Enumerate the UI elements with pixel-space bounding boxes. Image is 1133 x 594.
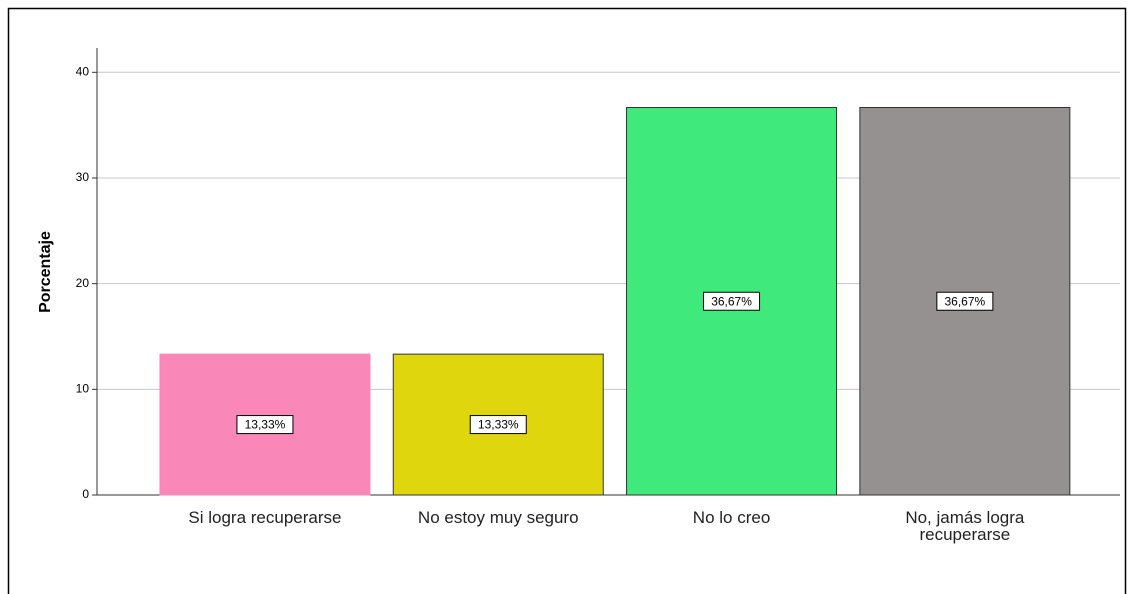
y-tick-label: 30 — [76, 170, 90, 184]
x-tick-label: No, jamás logra recuperarse — [905, 508, 1025, 544]
y-tick-label: 0 — [82, 487, 89, 501]
y-tick-label: 40 — [76, 64, 90, 78]
value-label: 36,67% — [711, 294, 752, 308]
x-tick-label: No lo creo — [692, 508, 771, 527]
y-axis-label: Porcentaje — [37, 231, 54, 313]
y-tick-label: 10 — [76, 381, 90, 395]
y-tick-label: 20 — [76, 276, 90, 290]
x-tick-label: Si logra recuperarse — [188, 508, 342, 527]
value-label-box — [703, 291, 761, 311]
value-label-box — [469, 415, 527, 435]
value-label-box — [236, 415, 294, 435]
x-tick-label: No estoy muy seguro — [417, 508, 579, 527]
frame — [7, 7, 1127, 594]
value-label-box — [936, 291, 994, 311]
value-label: 13,33% — [245, 418, 286, 432]
value-label: 13,33% — [478, 418, 519, 432]
value-label: 36,67% — [944, 294, 985, 308]
